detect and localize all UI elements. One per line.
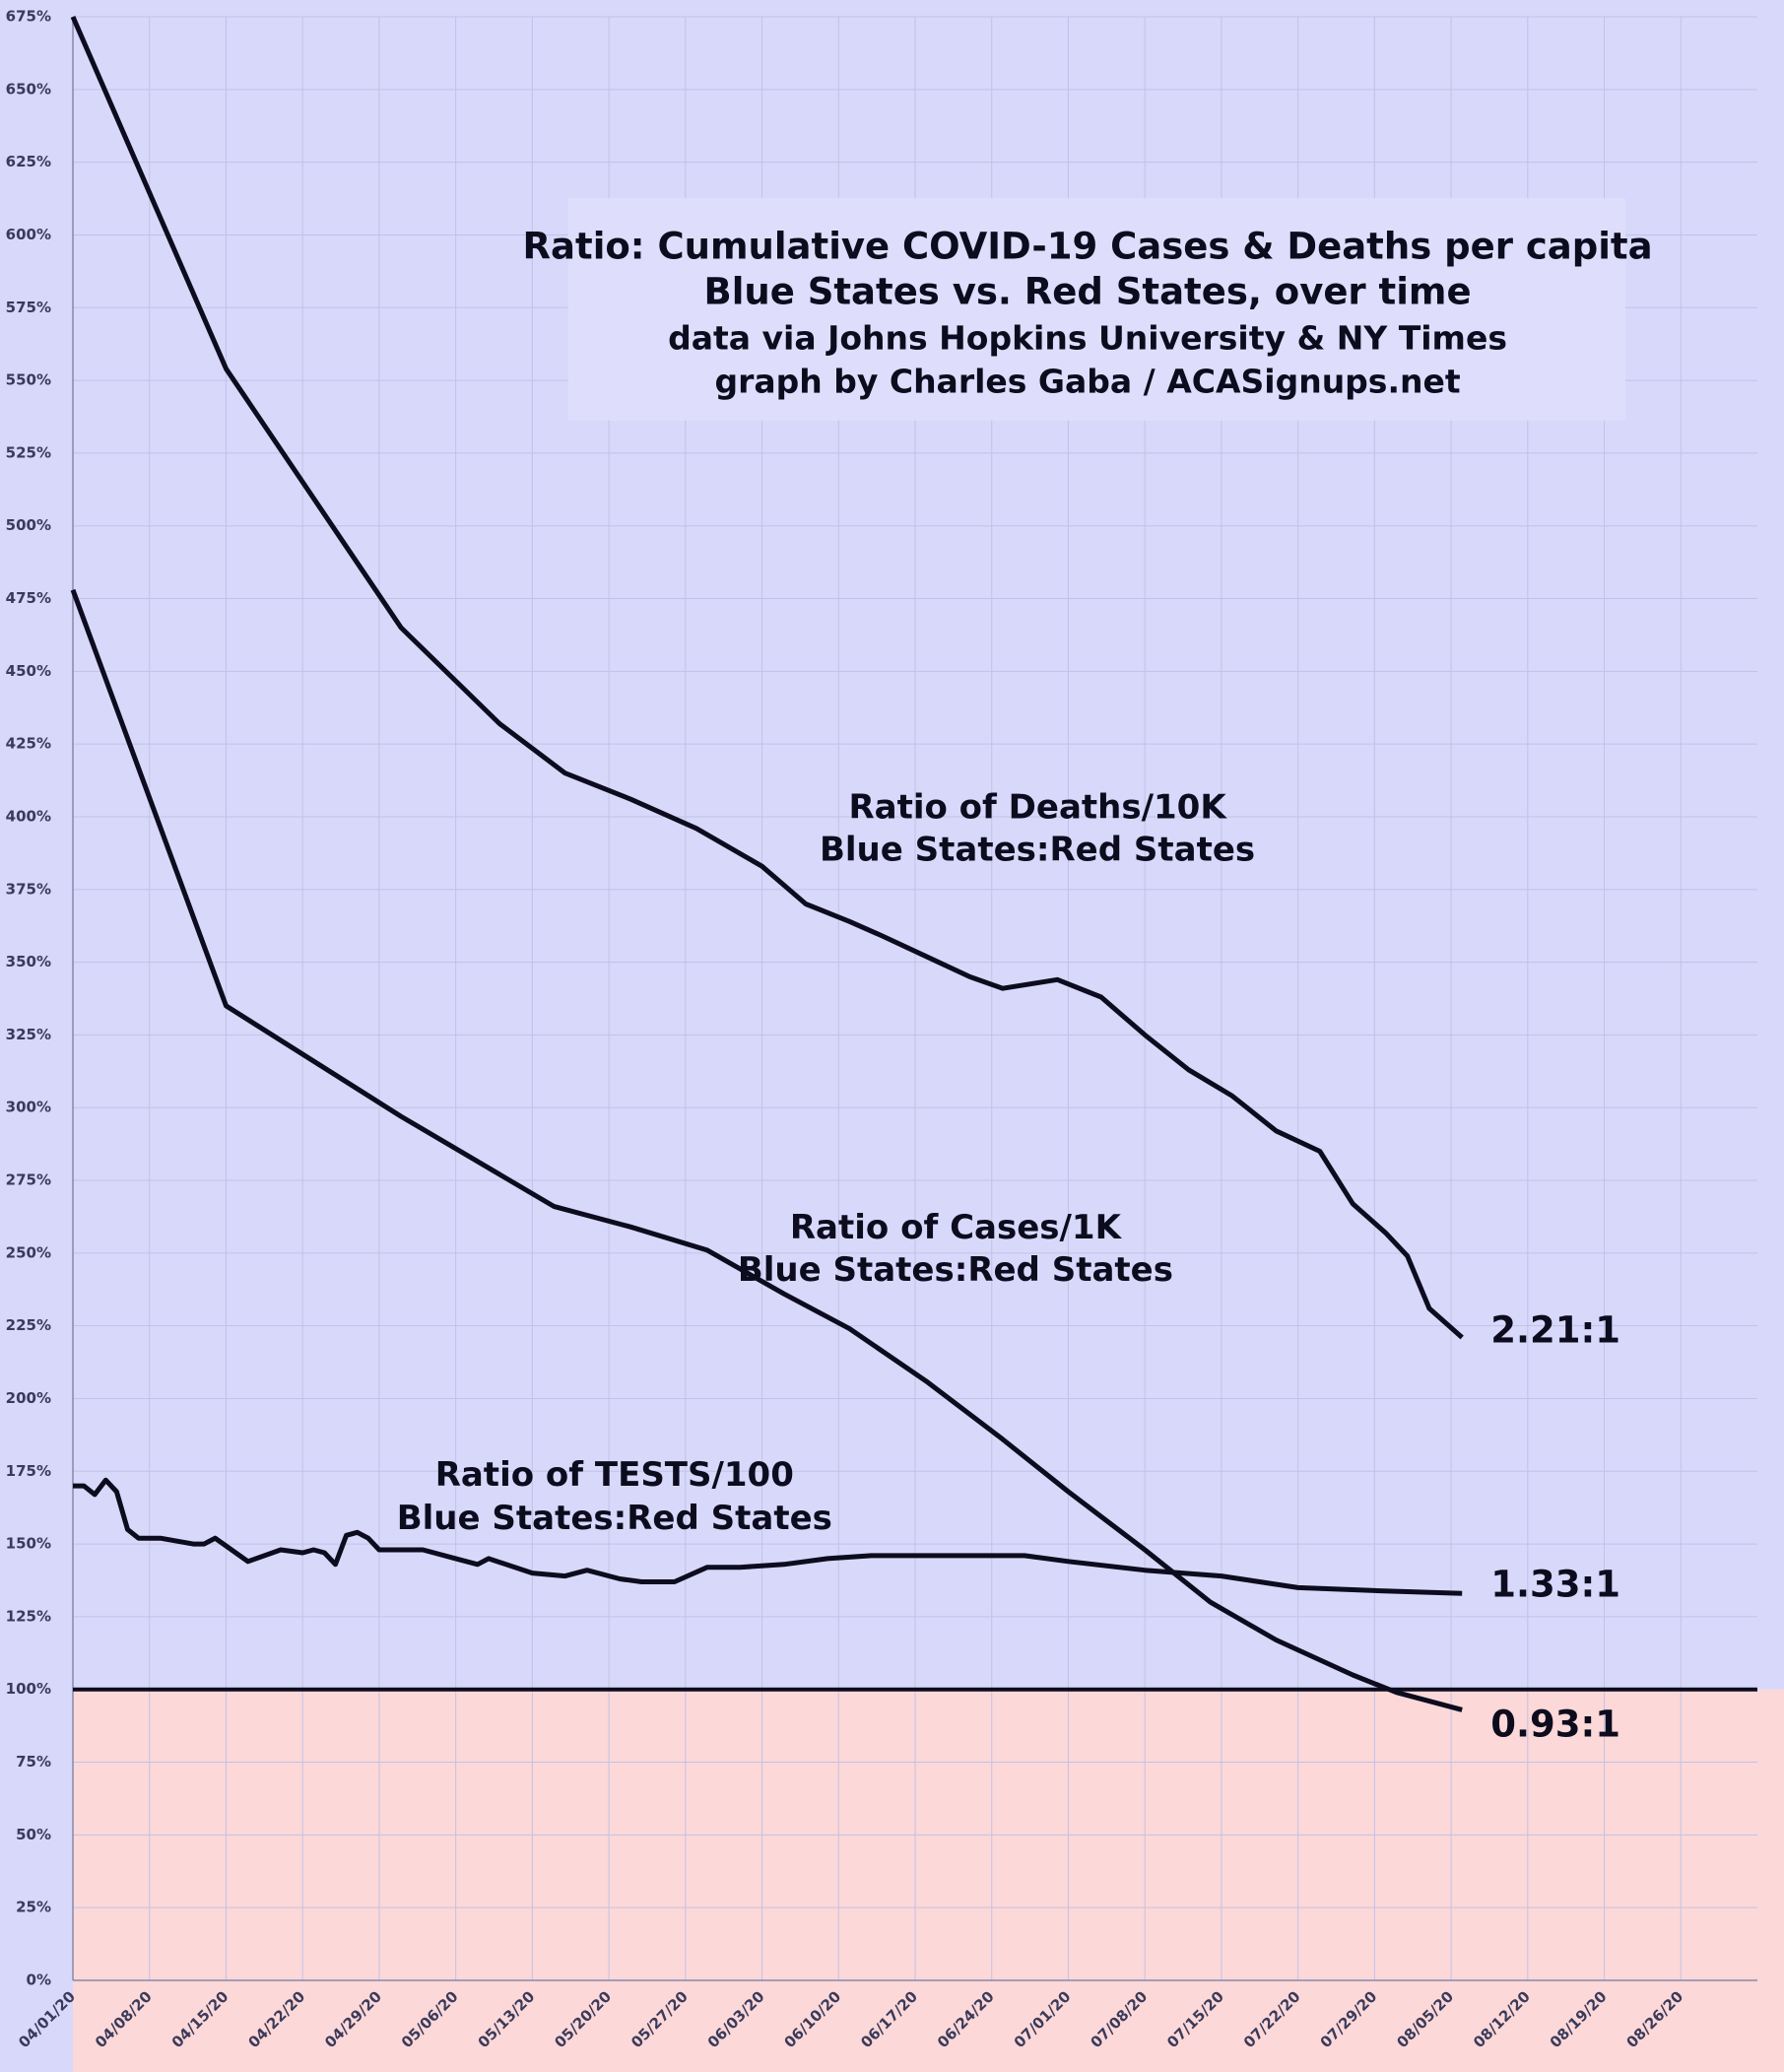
y-tick-label: 575% [6, 299, 51, 316]
end-label: 0.93:1 [1490, 1703, 1620, 1745]
end-label: 1.33:1 [1490, 1563, 1620, 1605]
y-tick-label: 0% [27, 1972, 51, 1989]
y-tick-label: 475% [6, 589, 51, 607]
y-tick-label: 250% [6, 1243, 51, 1261]
chart-title: Ratio: Cumulative COVID-19 Cases & Death… [523, 226, 1653, 268]
series-line [70, 16, 1464, 1340]
y-tick-label: 650% [6, 80, 51, 98]
y-tick-label: 75% [16, 1753, 51, 1771]
title-box [567, 198, 1626, 421]
y-tick-label: 25% [16, 1899, 51, 1916]
y-tick-label: 675% [6, 8, 51, 26]
y-tick-label: 100% [6, 1680, 51, 1698]
series-sublabel: Blue States:Red States [397, 1499, 832, 1538]
y-tick-label: 425% [6, 735, 51, 753]
y-tick-label: 500% [6, 516, 51, 534]
y-tick-label: 375% [6, 880, 51, 898]
y-tick-label: 325% [6, 1026, 51, 1043]
y-tick-label: 200% [6, 1389, 51, 1407]
series-label: Ratio of TESTS/100 [435, 1455, 794, 1495]
series-sublabel: Blue States:Red States [820, 830, 1255, 869]
y-tick-label: 150% [6, 1535, 51, 1553]
y-tick-label: 400% [6, 807, 51, 825]
y-tick-label: 175% [6, 1462, 51, 1480]
y-tick-label: 225% [6, 1316, 51, 1334]
series-line [73, 1477, 1463, 1596]
y-tick-label: 350% [6, 953, 51, 970]
y-tick-label: 125% [6, 1607, 51, 1625]
y-tick-label: 300% [6, 1099, 51, 1116]
series-sublabel: Blue States:Red States [738, 1250, 1173, 1290]
y-tick-label: 275% [6, 1171, 51, 1189]
y-tick-label: 625% [6, 153, 51, 170]
y-tick-label: 50% [16, 1826, 51, 1843]
below-band [73, 1689, 1784, 2072]
chart-title: Blue States vs. Red States, over time [704, 270, 1472, 312]
series-label: Ratio of Deaths/10K [848, 787, 1227, 827]
y-tick-label: 550% [6, 371, 51, 389]
y-tick-label: 525% [6, 443, 51, 461]
chart-title: graph by Charles Gaba / ACASignups.net [714, 363, 1460, 401]
series-label: Ratio of Cases/1K [790, 1208, 1123, 1247]
left-margin [0, 0, 73, 2072]
end-label: 2.21:1 [1490, 1309, 1620, 1352]
y-tick-label: 600% [6, 226, 51, 243]
chart-title: data via Johns Hopkins University & NY T… [668, 318, 1507, 357]
y-tick-label: 450% [6, 662, 51, 680]
series-line [70, 588, 1463, 1712]
